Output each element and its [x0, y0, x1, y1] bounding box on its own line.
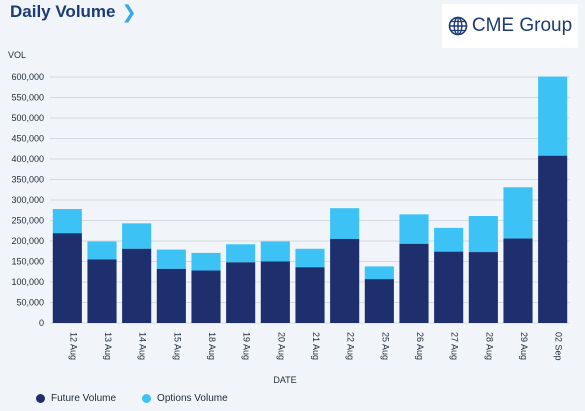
bar-options-volume[interactable]: [364, 266, 394, 280]
globe-icon: [448, 16, 468, 36]
cme-group-logo: CME Group: [442, 4, 578, 48]
bar-future-volume[interactable]: [468, 252, 498, 323]
bar-future-volume[interactable]: [399, 243, 429, 323]
bar-options-volume[interactable]: [538, 76, 568, 156]
x-tick-label: 22 Aug: [346, 332, 356, 360]
bar-options-volume[interactable]: [87, 241, 117, 260]
bars: [52, 76, 568, 324]
bar-future-volume[interactable]: [538, 155, 568, 323]
bar-options-volume[interactable]: [468, 215, 498, 253]
x-tick-label: 18 Aug: [207, 332, 217, 360]
bar-future-volume[interactable]: [122, 248, 152, 323]
x-tick-label: 13 Aug: [103, 332, 113, 360]
y-tick-label: 200,000: [11, 236, 44, 246]
x-tick-label: 26 Aug: [415, 332, 425, 360]
x-tick-label: 25 Aug: [380, 332, 390, 360]
x-tick-label: 19 Aug: [242, 332, 252, 360]
legend-swatch-options: [142, 394, 152, 403]
y-tick-label: 450,000: [11, 134, 44, 144]
y-axis-ticks: 0 50,000 100,000 150,000 200,000 250,000 300,0…: [11, 72, 44, 328]
y-tick-label: 500,000: [11, 113, 44, 123]
bar-future-volume[interactable]: [434, 251, 464, 323]
x-tick-label: 29 Aug: [519, 332, 529, 360]
page-title-text: Daily Volume: [10, 2, 116, 21]
bar-options-volume[interactable]: [52, 209, 82, 234]
bar-future-volume[interactable]: [87, 259, 117, 323]
legend-label-future: Future Volume: [51, 393, 117, 404]
bar-options-volume[interactable]: [122, 223, 152, 249]
y-tick-label: 400,000: [11, 154, 44, 164]
y-tick-label: 50,000: [16, 298, 44, 308]
y-tick-label: 0: [39, 318, 44, 328]
legend-item-future[interactable]: Future Volume: [36, 393, 116, 404]
x-tick-label: 12 Aug: [68, 332, 78, 360]
legend-swatch-future: [36, 394, 45, 403]
y-tick-label: 350,000: [11, 175, 44, 185]
bar-options-volume[interactable]: [330, 208, 360, 239]
chart-legend: Future Volume Options Volume: [36, 393, 228, 404]
x-axis-ticks: 12 Aug 13 Aug 14 Aug 15 Aug 18 Aug 19 Aug 20 A…: [68, 332, 563, 361]
x-tick-label: 15 Aug: [172, 332, 182, 360]
legend-item-options[interactable]: Options Volume: [142, 393, 228, 404]
bar-future-volume[interactable]: [503, 238, 533, 323]
page-title[interactable]: Daily Volume ❯: [10, 2, 137, 22]
y-tick-label: 300,000: [11, 195, 44, 205]
y-tick-label: 600,000: [11, 72, 44, 82]
bar-options-volume[interactable]: [434, 227, 464, 252]
bar-options-volume[interactable]: [156, 249, 186, 269]
bar-future-volume[interactable]: [260, 261, 290, 324]
x-axis-label: DATE: [273, 375, 296, 385]
bar-future-volume[interactable]: [52, 233, 82, 323]
bar-options-volume[interactable]: [260, 241, 290, 262]
x-tick-label: 20 Aug: [276, 332, 286, 360]
y-tick-label: 150,000: [11, 257, 44, 267]
y-tick-label: 250,000: [11, 216, 44, 226]
bar-options-volume[interactable]: [191, 252, 221, 271]
bar-future-volume[interactable]: [364, 279, 394, 323]
x-tick-label: 02 Sep: [554, 332, 564, 361]
bar-options-volume[interactable]: [226, 244, 256, 263]
bar-options-volume[interactable]: [295, 248, 325, 268]
chevron-right-icon[interactable]: ❯: [121, 2, 137, 22]
bar-future-volume[interactable]: [226, 262, 256, 323]
bar-options-volume[interactable]: [503, 187, 533, 239]
x-tick-label: 21 Aug: [311, 332, 321, 360]
y-tick-label: 100,000: [11, 277, 44, 287]
bar-future-volume[interactable]: [330, 238, 360, 323]
x-tick-label: 27 Aug: [450, 332, 460, 360]
x-tick-label: 28 Aug: [484, 332, 494, 360]
logo-text: CME Group: [471, 15, 573, 36]
bar-future-volume[interactable]: [191, 270, 221, 323]
legend-label-options: Options Volume: [157, 393, 228, 404]
x-tick-label: 14 Aug: [138, 332, 148, 360]
bar-future-volume[interactable]: [295, 267, 325, 323]
bar-options-volume[interactable]: [399, 214, 429, 244]
bar-future-volume[interactable]: [156, 268, 186, 323]
y-axis-label: VOL: [8, 50, 26, 60]
y-tick-label: 550,000: [11, 93, 44, 103]
